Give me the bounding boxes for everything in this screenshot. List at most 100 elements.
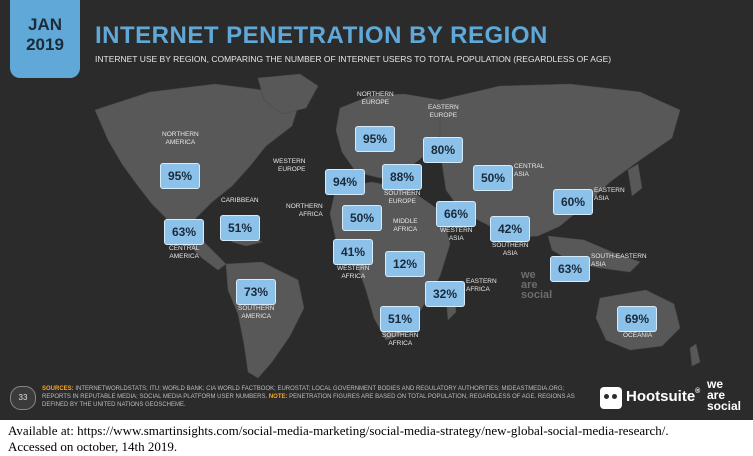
page-subtitle: INTERNET USE BY REGION, COMPARING THE NU… xyxy=(95,54,612,64)
region-label-northern-america: NORTHERN AMERICA xyxy=(162,131,199,146)
value-box-northern-america: 95% xyxy=(160,163,200,189)
date-year: 2019 xyxy=(26,35,64,54)
was-line1: we xyxy=(707,377,724,391)
region-label-line2: ASIA xyxy=(502,249,518,257)
region-label-southern-europe: SOUTHERN EUROPE xyxy=(384,190,420,205)
region-label-southern-africa: SOUTHERN AFRICA xyxy=(382,332,418,347)
sources-text: INTERNETWORLDSTATS; ITU; WORLD BANK; CIA… xyxy=(42,386,565,400)
region-label-northern-europe: NORTHERN EUROPE xyxy=(357,91,394,106)
note-key: NOTE: xyxy=(268,394,288,400)
value-box-central-america: 63% xyxy=(164,219,204,245)
region-label-eastern-asia: EASTERN ASIA xyxy=(594,187,625,202)
region-label-eastern-europe: EASTERN EUROPE xyxy=(428,104,459,119)
region-label-line1: SOUTHERN xyxy=(382,332,419,339)
region-label-caribbean: CARIBBEAN xyxy=(221,197,259,205)
value-box-central-asia: 50% xyxy=(473,165,513,191)
hootsuite-wordmark: Hootsuite® xyxy=(626,388,700,405)
region-label-line2: AFRICA xyxy=(341,272,366,280)
value-box-south-eastern-asia: 63% xyxy=(550,256,590,282)
watermark-line2: are xyxy=(521,279,538,291)
region-label-line1: CENTRAL xyxy=(169,245,200,252)
region-label-line1: SOUTHERN xyxy=(238,305,275,312)
region-label-western-asia: WESTERN ASIA xyxy=(440,227,473,242)
page-title: INTERNET PENETRATION BY REGION xyxy=(95,22,548,49)
region-label-line1: SOUTHERN xyxy=(492,242,529,249)
region-label-line1: CENTRAL xyxy=(514,163,545,170)
region-label-line2: ASIA xyxy=(594,194,609,202)
we-are-social-watermark: we are social xyxy=(521,269,553,301)
region-label-line1: EASTERN xyxy=(466,278,497,285)
value-box-eastern-asia: 60% xyxy=(553,189,593,215)
note-text: PENETRATION FIGURES ARE BASED ON TOTAL P… xyxy=(42,394,575,408)
watermark-line3: social xyxy=(521,289,553,301)
region-label-line1: CARIBBEAN xyxy=(221,197,259,204)
region-label-eastern-africa: EASTERN AFRICA xyxy=(466,278,497,293)
region-label-line2: AMERICA xyxy=(165,138,196,146)
value-box-southern-asia: 42% xyxy=(490,216,530,242)
region-label-central-asia: CENTRAL ASIA xyxy=(514,163,544,178)
region-label-line2: AFRICA xyxy=(466,285,490,293)
region-label-line1: EASTERN xyxy=(594,187,625,194)
date-badge: JAN 2019 xyxy=(10,0,80,78)
japan-shape xyxy=(627,163,643,197)
region-label-line2: AMERICA xyxy=(241,312,272,320)
region-label-line1: EASTERN xyxy=(428,104,459,111)
value-box-southern-africa: 51% xyxy=(380,306,420,332)
region-label-line2: EUROPE xyxy=(429,111,458,119)
region-label-line2: AFRICA xyxy=(388,339,413,347)
value-box-western-asia: 66% xyxy=(436,201,476,227)
value-box-northern-africa: 50% xyxy=(342,205,382,231)
region-label-southern-asia: SOUTHERN ASIA xyxy=(492,242,528,257)
was-line3: social xyxy=(707,399,742,413)
region-label-line1: SOUTHERN xyxy=(384,190,421,197)
region-label-line1: WESTERN xyxy=(440,227,473,234)
watermark-line1: we xyxy=(521,269,536,281)
region-label-line2: ASIA xyxy=(591,260,606,268)
owl-icon xyxy=(600,387,622,409)
sources-note: SOURCES: INTERNETWORLDSTATS; ITU; WORLD … xyxy=(42,385,582,409)
region-label-line1: WESTERN xyxy=(337,265,370,272)
we-are-social-logo: we are social xyxy=(707,377,742,413)
slide: JAN 2019 INTERNET PENETRATION BY REGION … xyxy=(0,0,753,420)
region-label-line1: NORTHERN xyxy=(162,131,199,138)
citation: Available at: https://www.smartinsights.… xyxy=(8,423,669,455)
region-label-northern-africa: NORTHERN AFRICA xyxy=(286,203,323,218)
region-label-line1: NORTHERN xyxy=(286,203,323,210)
region-label-line2: ASIA xyxy=(514,170,529,178)
value-box-southern-america: 73% xyxy=(236,279,276,305)
region-label-line1: MIDDLE xyxy=(393,218,418,225)
value-box-middle-africa: 12% xyxy=(385,251,425,277)
north-america-shape xyxy=(94,83,301,233)
citation-line2: Accessed on october, 14th 2019. xyxy=(8,439,178,454)
value-box-caribbean: 51% xyxy=(220,215,260,241)
region-label-line2: EUROPE xyxy=(388,197,416,205)
region-label-line1: NORTHERN xyxy=(357,91,394,98)
region-label-line1: WESTERN xyxy=(273,158,306,165)
citation-line1: Available at: https://www.smartinsights.… xyxy=(8,423,669,438)
date-month: JAN xyxy=(27,15,62,34)
region-label-line1: OCEANIA xyxy=(623,332,653,339)
page-number: 33 xyxy=(10,386,36,410)
value-box-western-europe: 94% xyxy=(325,169,365,195)
brand-tm: ® xyxy=(695,388,701,395)
region-label-western-europe: WESTERN EUROPE xyxy=(273,158,306,173)
greenland-shape xyxy=(257,73,319,115)
region-label-central-america: CENTRAL AMERICA xyxy=(169,245,199,260)
was-line2: are xyxy=(707,388,726,402)
value-box-western-africa: 41% xyxy=(333,239,373,265)
region-label-line2: AFRICA xyxy=(298,210,323,218)
region-label-line1: SOUTH-EASTERN xyxy=(591,253,647,260)
new-zealand-shape xyxy=(689,343,701,367)
region-label-oceania: OCEANIA xyxy=(623,332,652,340)
value-box-southern-europe: 88% xyxy=(382,164,422,190)
region-label-line2: AMERICA xyxy=(169,252,199,260)
brand-name: Hootsuite xyxy=(626,388,696,405)
region-label-western-africa: WESTERN AFRICA xyxy=(337,265,370,280)
region-label-line2: EUROPE xyxy=(278,165,306,173)
southeast-asia-shape xyxy=(547,235,641,273)
value-box-oceania: 69% xyxy=(617,306,657,332)
region-label-line2: EUROPE xyxy=(361,98,390,106)
value-box-northern-europe: 95% xyxy=(355,126,395,152)
region-label-line2: AFRICA xyxy=(393,225,418,233)
slide-footer: 33 SOURCES: INTERNETWORLDSTATS; ITU; WOR… xyxy=(10,378,745,413)
